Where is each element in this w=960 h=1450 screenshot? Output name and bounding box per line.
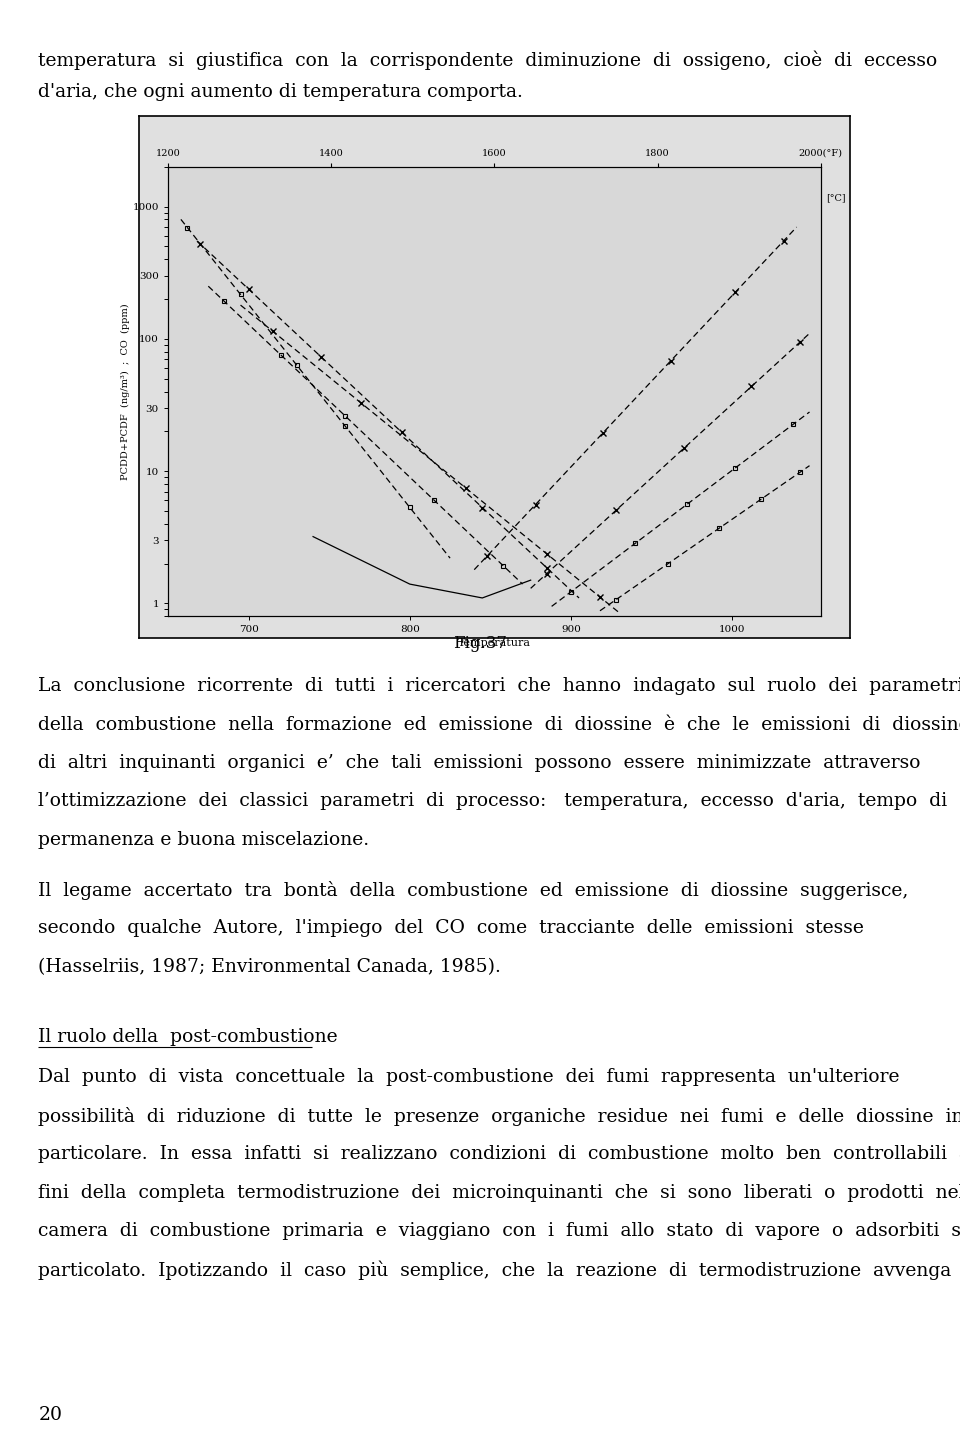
Text: possibilità  di  riduzione  di  tutte  le  presenze  organiche  residue  nei  fu: possibilità di riduzione di tutte le pre… bbox=[38, 1106, 960, 1125]
Text: 20: 20 bbox=[38, 1406, 62, 1424]
Text: [°C]: [°C] bbox=[826, 194, 845, 203]
Text: (Hasselriis, 1987; Environmental Canada, 1985).: (Hasselriis, 1987; Environmental Canada,… bbox=[38, 957, 501, 976]
Text: della  combustione  nella  formazione  ed  emissione  di  diossine  è  che  le  : della combustione nella formazione ed em… bbox=[38, 715, 960, 734]
Text: l’ottimizzazione  dei  classici  parametri  di  processo:   temperatura,  eccess: l’ottimizzazione dei classici parametri … bbox=[38, 792, 948, 811]
Text: permanenza e buona miscelazione.: permanenza e buona miscelazione. bbox=[38, 831, 370, 848]
Text: particolare.  In  essa  infatti  si  realizzano  condizioni  di  combustione  mo: particolare. In essa infatti si realizza… bbox=[38, 1146, 960, 1163]
Text: Fig.37: Fig.37 bbox=[453, 635, 507, 652]
Text: particolato.  Ipotizzando  il  caso  più  semplice,  che  la  reazione  di  term: particolato. Ipotizzando il caso più sem… bbox=[38, 1260, 960, 1280]
Text: secondo  qualche  Autore,  l'impiego  del  CO  come  tracciante  delle  emission: secondo qualche Autore, l'impiego del CO… bbox=[38, 919, 864, 937]
Text: di  altri  inquinanti  organici  e’  che  tali  emissioni  possono  essere  mini: di altri inquinanti organici e’ che tali… bbox=[38, 754, 921, 771]
Text: fini  della  completa  termodistruzione  dei  microinquinanti  che  si  sono  li: fini della completa termodistruzione dei… bbox=[38, 1183, 960, 1202]
Text: Dal  punto  di  vista  concettuale  la  post-combustione  dei  fumi  rappresenta: Dal punto di vista concettuale la post-c… bbox=[38, 1069, 900, 1086]
Text: La  conclusione  ricorrente  di  tutti  i  ricercatori  che  hanno  indagato  su: La conclusione ricorrente di tutti i ric… bbox=[38, 677, 960, 695]
Text: d'aria, che ogni aumento di temperatura comporta.: d'aria, che ogni aumento di temperatura … bbox=[38, 83, 523, 100]
X-axis label: Temperatura: Temperatura bbox=[458, 638, 531, 648]
Text: camera  di  combustione  primaria  e  viaggiano  con  i  fumi  allo  stato  di  : camera di combustione primaria e viaggia… bbox=[38, 1222, 960, 1240]
Text: temperatura  si  giustifica  con  la  corrispondente  diminuzione  di  ossigeno,: temperatura si giustifica con la corrisp… bbox=[38, 51, 938, 70]
Text: Il ruolo della  post-combustione: Il ruolo della post-combustione bbox=[38, 1028, 338, 1045]
Y-axis label: PCDD+PCDF  (ng/m³)  ;  CO  (ppm): PCDD+PCDF (ng/m³) ; CO (ppm) bbox=[121, 303, 130, 480]
Text: Il  legame  accertato  tra  bontà  della  combustione  ed  emissione  di  diossi: Il legame accertato tra bontà della comb… bbox=[38, 882, 909, 900]
